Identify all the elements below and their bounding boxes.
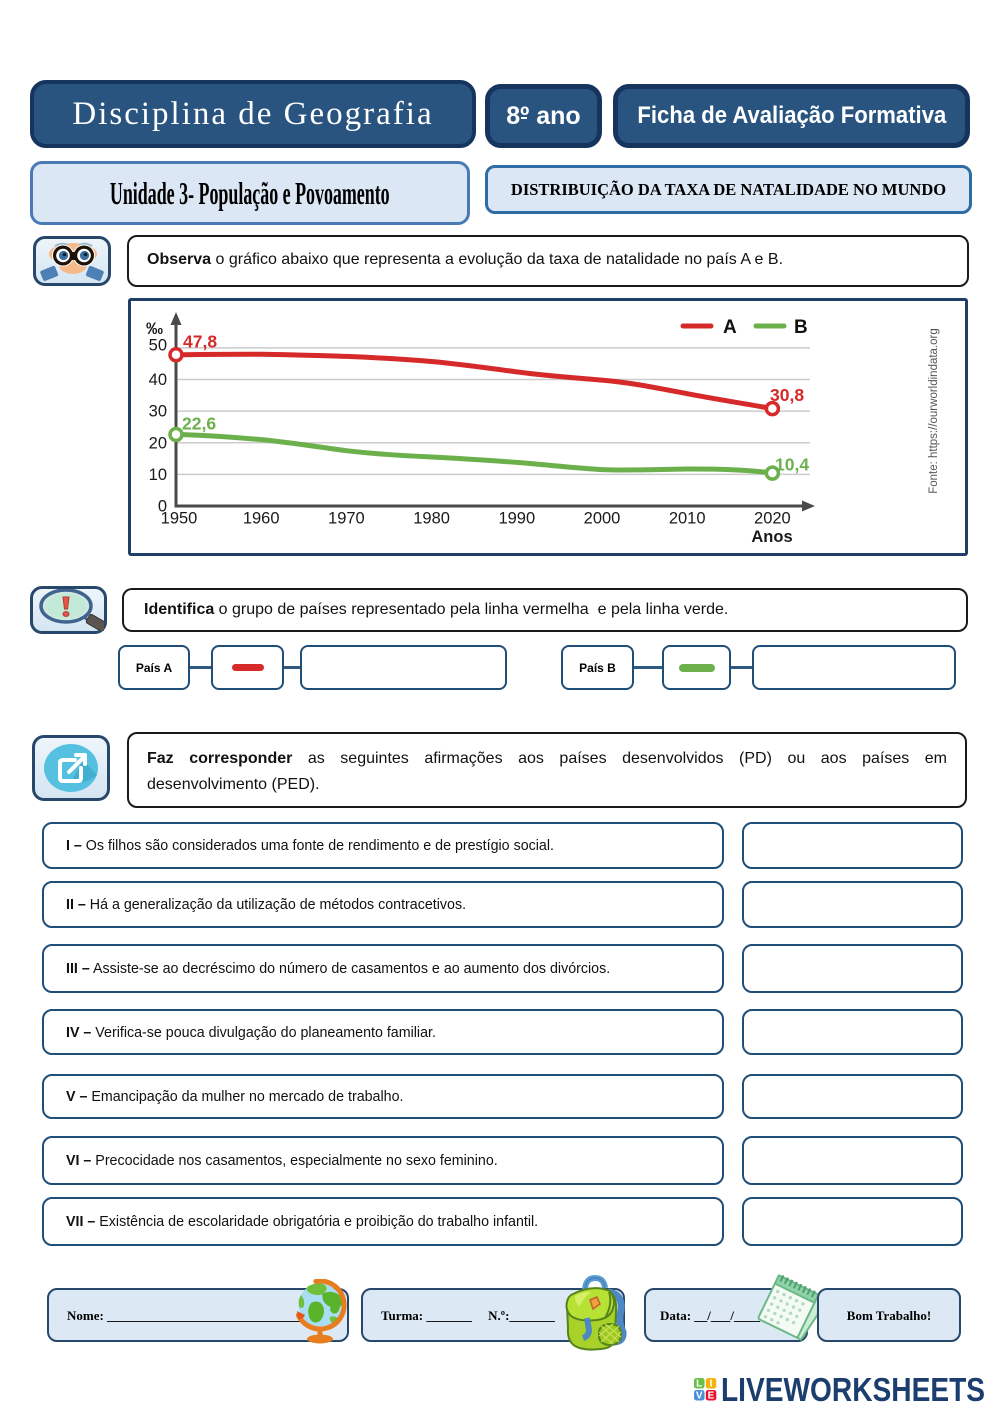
svg-text:1960: 1960 [243,510,280,528]
svg-text:1980: 1980 [413,510,450,528]
svg-text:I: I [710,1378,713,1389]
svg-text:L: L [696,1378,702,1389]
svg-text:10: 10 [149,466,167,484]
svg-text:V: V [696,1390,703,1401]
svg-text:47,8: 47,8 [183,332,217,352]
svg-text:2000: 2000 [584,510,621,528]
svg-text:20: 20 [149,435,167,453]
svg-text:E: E [708,1390,715,1401]
svg-text:30: 30 [149,403,167,421]
svg-text:1990: 1990 [498,510,535,528]
svg-text:0: 0 [158,498,167,516]
svg-text:10,4: 10,4 [775,455,809,475]
svg-text:50: 50 [149,337,167,355]
svg-text:Fonte: https://ourworldindata.: Fonte: https://ourworldindata.org [928,328,940,494]
svg-text:LIVEWORKSHEETS: LIVEWORKSHEETS [721,1377,985,1407]
svg-text:30,8: 30,8 [770,385,804,405]
svg-text:A: A [723,317,737,338]
svg-text:22,6: 22,6 [182,414,216,434]
svg-text:2010: 2010 [669,510,706,528]
svg-text:‰: ‰ [146,319,163,338]
svg-text:Anos: Anos [751,528,792,546]
svg-text:2020: 2020 [754,510,791,528]
svg-text:1950: 1950 [161,510,198,528]
svg-text:1970: 1970 [328,510,365,528]
svg-text:B: B [794,317,808,338]
svg-text:40: 40 [149,371,167,389]
